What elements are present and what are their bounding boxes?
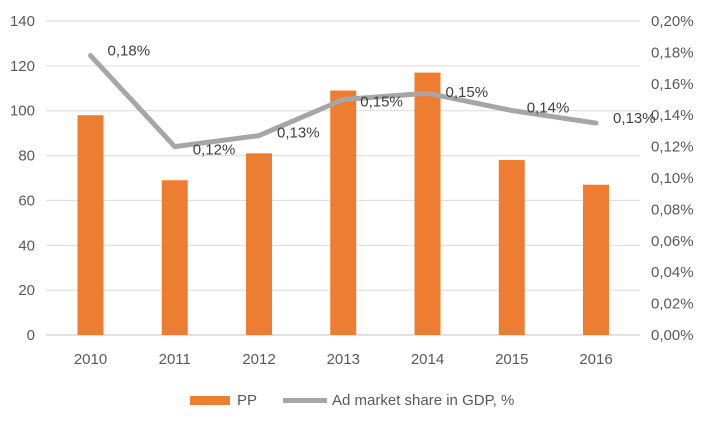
bar-2014 <box>414 72 441 335</box>
left-axis-tick: 20 <box>18 282 35 299</box>
left-axis-tick: 40 <box>18 237 35 254</box>
bar-2012 <box>246 153 272 335</box>
right-axis-tick: 0,14% <box>651 107 694 124</box>
legend-label-pp: PP <box>237 392 258 409</box>
data-label-2015: 0,14% <box>527 99 570 116</box>
x-axis-label: 2010 <box>74 351 107 368</box>
right-axis-tick: 0,00% <box>651 327 694 344</box>
x-axis-label: 2015 <box>495 351 528 368</box>
legend-label-line: Ad market share in GDP, % <box>332 392 515 409</box>
right-axis-tick: 0,10% <box>651 170 694 187</box>
x-axis-label: 2011 <box>159 351 191 368</box>
data-label-2011: 0,12% <box>193 142 236 159</box>
x-axis-label: 2012 <box>242 351 275 368</box>
right-axis-tick: 0,06% <box>651 233 694 250</box>
right-axis-tick: 0,08% <box>651 201 694 218</box>
legend-bar-swatch-icon <box>190 396 230 405</box>
data-label-2012: 0,13% <box>277 125 320 142</box>
left-axis-tick: 120 <box>10 58 35 75</box>
bar-2010 <box>77 115 104 335</box>
bar-2011 <box>161 180 188 335</box>
x-axis-label: 2014 <box>411 351 444 368</box>
legend: PP Ad market share in GDP, % <box>190 392 514 409</box>
left-axis-tick: 100 <box>10 103 35 120</box>
data-label-2010: 0,18% <box>108 43 151 60</box>
right-axis-tick: 0,16% <box>651 76 694 93</box>
right-axis-tick: 0,04% <box>651 264 694 281</box>
bar-2016 <box>583 184 609 335</box>
bar-2013 <box>330 90 357 336</box>
x-axis-label: 2016 <box>579 351 612 368</box>
left-axis-tick: 140 <box>10 13 35 30</box>
right-axis-tick: 0,20% <box>651 13 694 30</box>
legend-line-swatch-icon <box>283 398 328 403</box>
left-axis-tick: 0 <box>27 327 35 344</box>
right-axis-tick: 0,02% <box>651 296 694 313</box>
left-axis-tick: 60 <box>18 192 35 209</box>
right-axis-tick: 0,18% <box>651 44 694 61</box>
gdp-share-line <box>88 53 599 150</box>
data-label-2013: 0,15% <box>360 94 403 111</box>
data-label-2016: 0,13% <box>613 110 656 127</box>
data-label-2014: 0,15% <box>446 84 489 101</box>
bar-2015 <box>498 160 525 335</box>
left-axis-tick: 80 <box>18 148 35 165</box>
right-axis-tick: 0,12% <box>651 139 694 156</box>
x-axis-label: 2013 <box>327 351 360 368</box>
